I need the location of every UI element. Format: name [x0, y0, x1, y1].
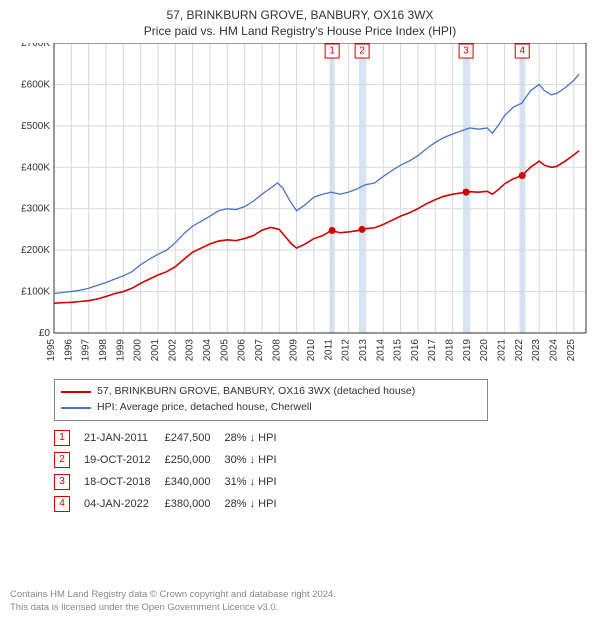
- svg-text:3: 3: [463, 46, 469, 57]
- svg-text:£500K: £500K: [21, 121, 50, 132]
- event-price: £380,000: [165, 493, 225, 515]
- sale-dot: [519, 172, 526, 179]
- svg-text:2012: 2012: [341, 339, 352, 362]
- svg-text:2022: 2022: [514, 339, 525, 362]
- legend-row: 57, BRINKBURN GROVE, BANBURY, OX16 3WX (…: [61, 384, 481, 400]
- chart-titles: 57, BRINKBURN GROVE, BANBURY, OX16 3WX P…: [10, 8, 590, 39]
- svg-text:2008: 2008: [271, 339, 282, 362]
- svg-text:2025: 2025: [566, 339, 577, 362]
- event-price: £247,500: [165, 427, 225, 449]
- events-table: 121-JAN-2011£247,50028% ↓ HPI219-OCT-201…: [54, 427, 590, 515]
- svg-text:£300K: £300K: [21, 204, 50, 215]
- event-number-icon: 3: [54, 474, 70, 490]
- title-subtitle: Price paid vs. HM Land Registry's House …: [10, 24, 590, 40]
- svg-text:2017: 2017: [427, 339, 438, 362]
- svg-text:2002: 2002: [167, 339, 178, 362]
- svg-text:2003: 2003: [185, 339, 196, 362]
- legend-label: HPI: Average price, detached house, Cher…: [97, 400, 312, 416]
- svg-text:£700K: £700K: [21, 43, 50, 49]
- svg-text:2001: 2001: [150, 339, 161, 362]
- svg-text:2013: 2013: [358, 339, 369, 362]
- legend-label: 57, BRINKBURN GROVE, BANBURY, OX16 3WX (…: [97, 384, 415, 400]
- footer-attribution: Contains HM Land Registry data © Crown c…: [10, 589, 336, 614]
- svg-text:2009: 2009: [289, 339, 300, 362]
- svg-text:2021: 2021: [497, 339, 508, 362]
- legend-swatch: [61, 407, 91, 409]
- event-delta: 28% ↓ HPI: [225, 493, 291, 515]
- svg-text:1: 1: [329, 46, 335, 57]
- event-row: 2 19-OCT-2012£250,00030% ↓ HPI: [54, 449, 291, 471]
- svg-text:1997: 1997: [81, 339, 92, 362]
- event-row: 3 18-OCT-2018£340,00031% ↓ HPI: [54, 471, 291, 493]
- event-row: 1 21-JAN-2011£247,50028% ↓ HPI: [54, 427, 291, 449]
- svg-text:2000: 2000: [133, 339, 144, 362]
- series-price_paid: [54, 151, 579, 303]
- event-date: 18-OCT-2018: [84, 471, 165, 493]
- sale-dot: [329, 227, 336, 234]
- title-address: 57, BRINKBURN GROVE, BANBURY, OX16 3WX: [10, 8, 590, 24]
- legend-row: HPI: Average price, detached house, Cher…: [61, 400, 481, 416]
- sale-dot: [359, 226, 366, 233]
- event-date: 19-OCT-2012: [84, 449, 165, 471]
- svg-text:2006: 2006: [237, 339, 248, 362]
- svg-text:£600K: £600K: [21, 80, 50, 91]
- svg-text:2023: 2023: [531, 339, 542, 362]
- event-date: 21-JAN-2011: [84, 427, 165, 449]
- svg-text:1998: 1998: [98, 339, 109, 362]
- svg-text:2020: 2020: [479, 339, 490, 362]
- event-delta: 28% ↓ HPI: [225, 427, 291, 449]
- svg-text:2018: 2018: [445, 339, 456, 362]
- legend: 57, BRINKBURN GROVE, BANBURY, OX16 3WX (…: [54, 379, 488, 421]
- series-hpi: [54, 74, 579, 294]
- sale-dot: [463, 189, 470, 196]
- event-price: £250,000: [165, 449, 225, 471]
- svg-text:2010: 2010: [306, 339, 317, 362]
- event-number-icon: 1: [54, 430, 70, 446]
- event-delta: 31% ↓ HPI: [225, 471, 291, 493]
- event-date: 04-JAN-2022: [84, 493, 165, 515]
- svg-text:£400K: £400K: [21, 162, 50, 173]
- svg-text:2011: 2011: [323, 339, 334, 361]
- svg-text:2014: 2014: [375, 339, 386, 362]
- chart-area: £0 £100K £200K £300K £400K £500K £600K £700K 199…: [10, 43, 590, 373]
- svg-text:2: 2: [359, 46, 365, 57]
- svg-text:£100K: £100K: [21, 287, 50, 298]
- footer-line2: This data is licensed under the Open Gov…: [10, 602, 336, 614]
- svg-text:1999: 1999: [115, 339, 126, 362]
- svg-text:£0: £0: [39, 328, 51, 339]
- legend-swatch: [61, 391, 91, 393]
- svg-text:2024: 2024: [549, 339, 560, 362]
- event-price: £340,000: [165, 471, 225, 493]
- event-number-icon: 2: [54, 452, 70, 468]
- svg-text:2015: 2015: [393, 339, 404, 362]
- svg-text:1996: 1996: [63, 339, 74, 362]
- svg-text:4: 4: [519, 46, 525, 57]
- svg-text:2004: 2004: [202, 339, 213, 362]
- chart-svg: £0 £100K £200K £300K £400K £500K £600K £700K 199…: [10, 43, 590, 373]
- svg-text:2005: 2005: [219, 339, 230, 362]
- svg-text:1995: 1995: [46, 339, 57, 362]
- event-row: 4 04-JAN-2022£380,00028% ↓ HPI: [54, 493, 291, 515]
- svg-text:2007: 2007: [254, 339, 265, 362]
- svg-text:2016: 2016: [410, 339, 421, 362]
- footer-line1: Contains HM Land Registry data © Crown c…: [10, 589, 336, 601]
- event-number-icon: 4: [54, 496, 70, 512]
- svg-text:£200K: £200K: [21, 245, 50, 256]
- event-delta: 30% ↓ HPI: [225, 449, 291, 471]
- svg-text:2019: 2019: [462, 339, 473, 362]
